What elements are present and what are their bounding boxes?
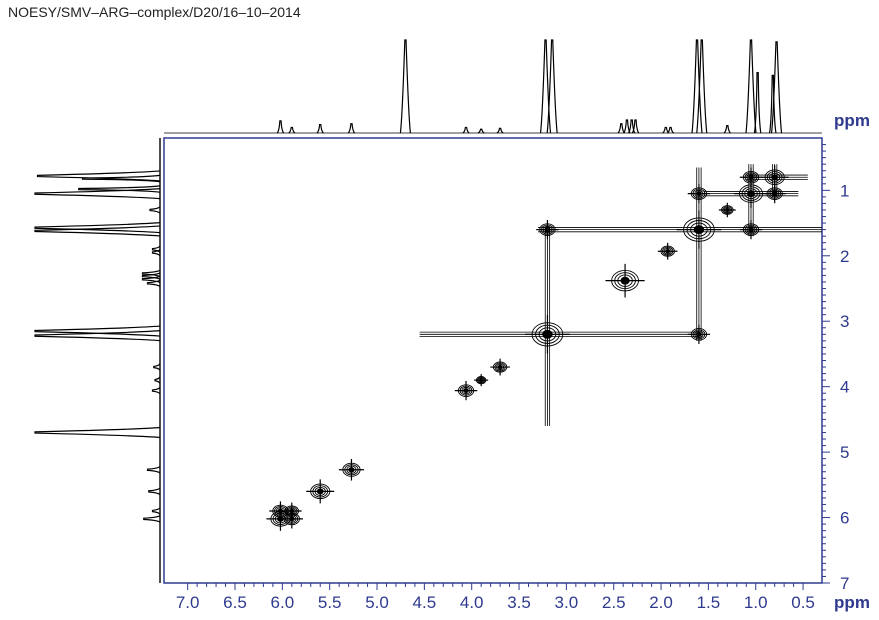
left-projection-peak	[78, 185, 161, 193]
left-projection-peak	[151, 386, 161, 395]
x-tick-label: 4.0	[460, 593, 484, 612]
left-projection-peak	[149, 206, 161, 214]
x-tick-label: 6.0	[271, 593, 295, 612]
y-tick-label: 5	[840, 443, 849, 462]
left-projection-peak	[141, 275, 161, 284]
projection-peak	[496, 127, 504, 134]
top-projection-spectrum	[164, 39, 822, 134]
left-projection-peak	[34, 188, 161, 200]
x-tick-label: 1.0	[744, 593, 768, 612]
cross-peak	[269, 501, 292, 521]
projection-peak	[316, 124, 324, 134]
projection-peak	[770, 41, 783, 134]
x-axis-unit-label: ppm	[834, 593, 870, 612]
left-projection-peak	[34, 222, 161, 234]
y-tick-label: 6	[840, 509, 849, 528]
left-projection-peak	[34, 426, 161, 439]
left-projection-peak	[34, 225, 161, 237]
plot-frame	[163, 137, 823, 584]
diagonal-peak	[718, 202, 736, 218]
x-tick-label: 3.5	[507, 593, 531, 612]
left-projection-peak	[146, 466, 161, 474]
left-projection-peak	[34, 330, 161, 342]
left-projection-peak	[141, 272, 161, 280]
projection-peak	[666, 126, 675, 134]
projection-peak	[347, 123, 356, 134]
y-axis-unit-label: ppm	[834, 111, 870, 130]
left-projection-peak	[141, 269, 161, 278]
diagonal-peak	[605, 263, 645, 298]
y-tick-label: 4	[840, 378, 849, 397]
projection-peak	[631, 119, 640, 134]
diagonal-peak	[338, 458, 365, 481]
y-tick-label: 3	[840, 312, 849, 331]
spectrum-title: NOESY/SMV–ARG–complex/D20/16–10–2014	[8, 4, 301, 20]
x-tick-label: 5.5	[318, 593, 342, 612]
y-tick-label: 2	[840, 247, 849, 266]
projection-peak	[723, 124, 731, 134]
diagonal-peak	[657, 242, 678, 260]
left-projection-peak	[151, 248, 161, 257]
cross-peak	[280, 509, 304, 529]
x-axis: 7.0 6.5 6.0 5.5 5.0 4.5 4.0 3.5 3.0 2.5 2.0 1.5 1.0 0…	[176, 583, 815, 612]
x-tick-label: 1.5	[697, 593, 721, 612]
diagonal-peak	[490, 358, 510, 376]
diagonal-peak	[454, 381, 478, 401]
x-tick-label: 2.5	[602, 593, 626, 612]
projection-peak	[546, 39, 558, 134]
projection-peak	[696, 39, 708, 134]
x-tick-label: 6.5	[223, 593, 247, 612]
y-tick-label: 1	[840, 181, 849, 200]
left-projection-peak	[143, 515, 161, 523]
left-projection-peak	[153, 363, 161, 371]
y-axis: 1 2 3 4 5 6 7	[822, 144, 849, 593]
projection-peak	[691, 39, 703, 134]
left-projection-peak	[154, 376, 161, 384]
projection-peak	[399, 39, 412, 134]
left-projection-peak	[148, 487, 161, 496]
diagonal-peak	[474, 374, 489, 387]
x-tick-label: 2.0	[649, 593, 673, 612]
left-projection-peak	[34, 325, 161, 337]
projection-peak	[753, 71, 762, 134]
projection-peak	[288, 126, 296, 134]
y-tick-label: 7	[840, 574, 849, 593]
projection-peak	[768, 74, 777, 134]
x-tick-label: 4.5	[413, 593, 437, 612]
projection-peak	[477, 128, 485, 134]
left-projection-spectrum	[34, 138, 161, 583]
projection-peak	[276, 120, 285, 134]
left-projection-peak	[36, 170, 161, 182]
x-tick-label: 5.0	[365, 593, 389, 612]
projection-peak	[539, 39, 552, 134]
x-tick-label: 7.0	[176, 593, 200, 612]
projection-peak	[462, 126, 470, 134]
projection-peak	[617, 123, 625, 134]
contour-map	[266, 164, 822, 531]
left-projection-peak	[151, 245, 161, 253]
x-tick-label: 3.0	[555, 593, 579, 612]
diagonal-peak	[306, 479, 335, 504]
left-projection-peak	[81, 174, 161, 183]
x-tick-label: 0.5	[791, 593, 815, 612]
projection-peak	[745, 39, 757, 134]
left-projection-peak	[151, 507, 161, 515]
